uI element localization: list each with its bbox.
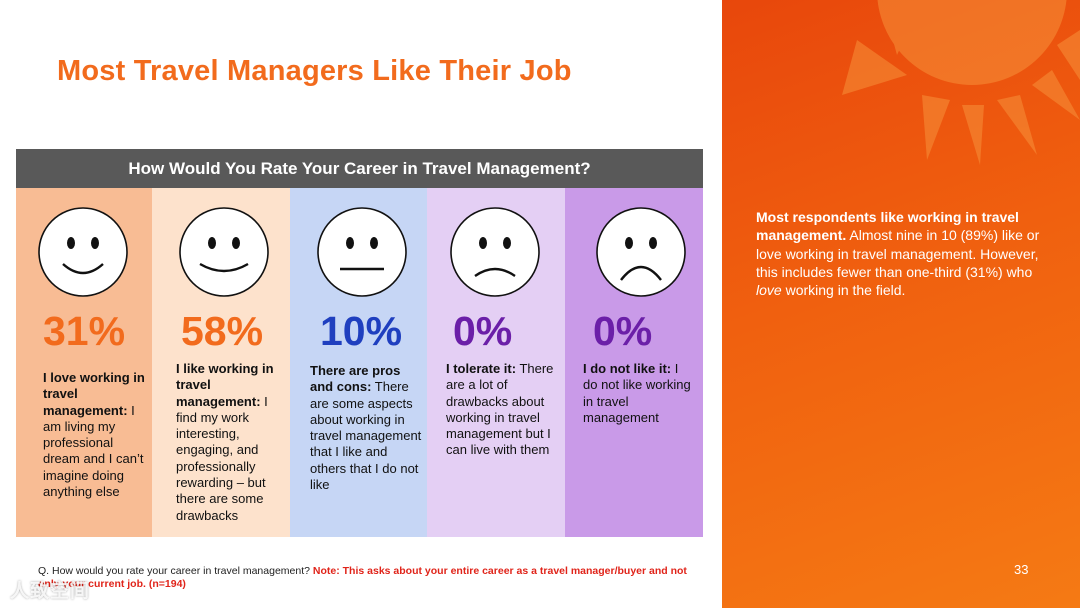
rating-label: I tolerate it:	[446, 361, 517, 376]
rating-description: I love working in travel management: I a…	[43, 370, 147, 500]
rating-column-love: 31% I love working in travel management:…	[16, 188, 152, 537]
smile-face-icon	[179, 207, 269, 297]
rating-text: There are a lot of drawbacks about worki…	[446, 361, 554, 458]
summary-text-1: Almost nine in 10 (89%) like or love wor…	[756, 227, 1040, 280]
big-smile-face-icon	[38, 207, 128, 297]
footnote-question: Q. How would you rate your career in tra…	[38, 565, 313, 577]
rating-text: I am living my professional dream and I …	[43, 402, 144, 500]
rating-description: There are pros and cons: There are some …	[310, 363, 422, 493]
sidebar-panel: Most respondents like working in travel …	[722, 0, 1080, 608]
summary-italic: love	[756, 282, 782, 299]
rating-panel: How Would You Rate Your Career in Travel…	[16, 149, 703, 537]
summary-bold: Most respondents like working in travel …	[756, 209, 1019, 244]
percent-value: 0%	[593, 308, 653, 354]
frown-face-icon	[450, 207, 540, 297]
percent-value: 31%	[43, 308, 126, 354]
page-number: 33	[1014, 562, 1029, 577]
footnote-note: Note: This asks about your entire career…	[38, 565, 687, 590]
summary-text-2: working in the field.	[781, 282, 906, 299]
rating-label: I do not like it:	[583, 361, 672, 376]
rating-column-dislike: 0% I do not like it: I do not like worki…	[565, 188, 703, 537]
rating-text: I do not like working in travel manageme…	[583, 361, 691, 425]
footnote: Q. How would you rate your career in tra…	[38, 565, 698, 591]
neutral-face-icon	[317, 207, 407, 297]
sidebar-summary: Most respondents like working in travel …	[756, 208, 1056, 299]
rating-label: I love working in travel management:	[43, 370, 145, 418]
rating-column-tolerate: 0% I tolerate it: There are a lot of dra…	[427, 188, 565, 537]
rating-text: I find my work interesting, engaging, an…	[176, 393, 268, 523]
rating-description: I do not like it: I do not like working …	[583, 361, 695, 426]
percent-value: 58%	[181, 308, 264, 354]
panel-header: How Would You Rate Your Career in Travel…	[16, 149, 703, 188]
rating-label: I like working in travel management:	[176, 361, 274, 409]
slide-title: Most Travel Managers Like Their Job	[57, 55, 572, 87]
big-frown-face-icon	[596, 207, 686, 297]
percent-value: 0%	[453, 308, 513, 354]
rating-column-neutral: 10% There are pros and cons: There are s…	[290, 188, 427, 537]
percent-value: 10%	[320, 308, 403, 354]
rating-description: I tolerate it: There are a lot of drawba…	[446, 361, 560, 459]
rating-description: I like working in travel management: I f…	[176, 361, 286, 524]
rating-text: There are some aspects about working in …	[310, 379, 422, 493]
rating-column-like: 58% I like working in travel management:…	[152, 188, 290, 537]
rating-label: There are pros and cons:	[310, 363, 401, 395]
watermark-logo: 人致空间	[10, 581, 91, 602]
sun-rays-graphic	[842, 0, 1080, 165]
